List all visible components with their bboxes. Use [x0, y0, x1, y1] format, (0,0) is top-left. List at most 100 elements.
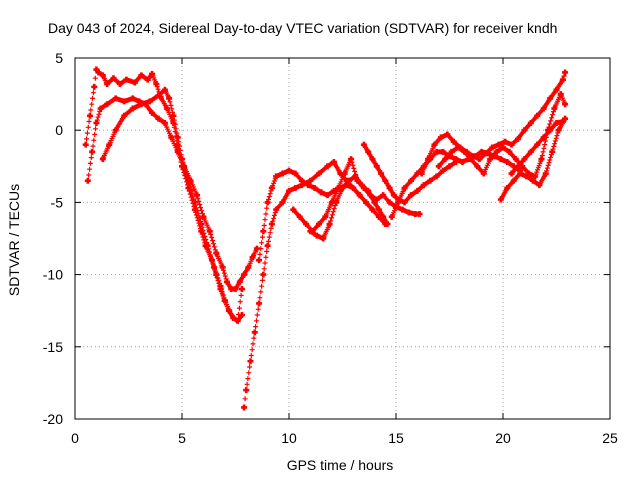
- data-point: [91, 83, 98, 90]
- data-point: [399, 206, 406, 213]
- data-point: [401, 199, 408, 206]
- data-point: [555, 127, 562, 134]
- data-point: [149, 109, 156, 116]
- x-tick-label: 5: [178, 430, 186, 446]
- data-point: [504, 184, 511, 191]
- data-series: [82, 66, 569, 411]
- series-sat-k: [435, 91, 569, 180]
- data-point: [521, 156, 528, 163]
- data-point: [311, 184, 318, 191]
- data-point: [497, 196, 504, 203]
- data-point: [95, 69, 102, 76]
- data-point: [407, 192, 414, 199]
- data-point: [416, 210, 423, 217]
- data-point: [435, 163, 442, 170]
- data-point: [529, 177, 536, 184]
- data-point: [303, 221, 310, 228]
- data-point: [510, 177, 517, 184]
- data-point: [256, 300, 263, 307]
- data-point: [350, 184, 357, 191]
- data-point: [99, 156, 106, 163]
- data-point: [123, 76, 130, 83]
- data-point: [375, 206, 382, 213]
- data-point: [562, 101, 569, 108]
- data-point: [273, 173, 280, 180]
- data-point: [286, 167, 292, 174]
- data-point: [534, 112, 541, 119]
- data-point: [82, 141, 89, 148]
- data-point: [506, 148, 513, 155]
- data-point: [493, 148, 500, 155]
- data-point: [433, 173, 440, 180]
- x-tick-label: 20: [495, 430, 511, 446]
- data-point: [116, 80, 123, 87]
- data-point: [279, 170, 286, 177]
- data-point: [553, 119, 560, 126]
- data-point: [557, 91, 564, 98]
- data-point: [489, 144, 496, 151]
- data-point: [418, 170, 425, 177]
- data-point: [440, 167, 447, 174]
- data-point: [446, 163, 453, 170]
- chart-title: Day 043 of 2024, Sidereal Day-to-day VTE…: [48, 20, 557, 36]
- data-point: [93, 119, 100, 126]
- data-point: [324, 163, 331, 170]
- data-point: [384, 221, 391, 228]
- data-point: [234, 317, 241, 324]
- data-point: [482, 150, 489, 157]
- x-tick-label: 15: [388, 430, 404, 446]
- series-sat-g: [307, 173, 391, 242]
- data-point: [495, 141, 502, 148]
- data-point: [247, 358, 254, 365]
- data-point: [290, 206, 297, 213]
- data-point: [523, 173, 530, 180]
- data-point: [405, 209, 412, 216]
- data-point: [97, 105, 104, 112]
- data-point: [427, 177, 434, 184]
- plot-frame: [74, 57, 611, 420]
- data-point: [395, 199, 402, 206]
- data-point: [360, 141, 367, 148]
- series-sat-h: [360, 141, 459, 206]
- data-point: [386, 184, 393, 191]
- data-point: [112, 95, 119, 102]
- data-point: [514, 163, 521, 170]
- data-point: [348, 156, 355, 163]
- data-point: [313, 232, 320, 239]
- data-point: [474, 163, 481, 170]
- data-point: [260, 228, 267, 235]
- data-point: [378, 170, 385, 177]
- data-point: [547, 95, 554, 102]
- data-point: [322, 213, 329, 220]
- data-point: [279, 199, 286, 206]
- data-point: [249, 254, 256, 261]
- data-point: [467, 156, 474, 163]
- data-point: [129, 95, 136, 102]
- data-point: [296, 213, 303, 220]
- data-point: [356, 192, 363, 199]
- data-point: [559, 118, 566, 125]
- data-point: [243, 387, 250, 394]
- data-point: [542, 170, 549, 177]
- data-point: [131, 79, 138, 86]
- data-point: [193, 192, 200, 199]
- data-point: [380, 192, 387, 199]
- data-point: [213, 249, 220, 256]
- data-point: [487, 156, 494, 163]
- data-point: [238, 312, 245, 319]
- data-point: [129, 105, 136, 112]
- data-point: [382, 177, 389, 184]
- data-point: [365, 148, 372, 155]
- series-sat-m: [508, 118, 566, 177]
- data-point: [380, 213, 387, 220]
- data-point: [307, 228, 314, 235]
- data-point: [144, 76, 151, 83]
- data-point: [230, 314, 237, 321]
- data-point: [121, 98, 128, 105]
- x-axis-label: GPS time / hours: [287, 457, 394, 473]
- y-tick-label: 5: [55, 50, 63, 66]
- data-point: [104, 101, 111, 108]
- data-point: [534, 141, 541, 148]
- data-point: [444, 131, 451, 138]
- grid-lines: [75, 58, 610, 419]
